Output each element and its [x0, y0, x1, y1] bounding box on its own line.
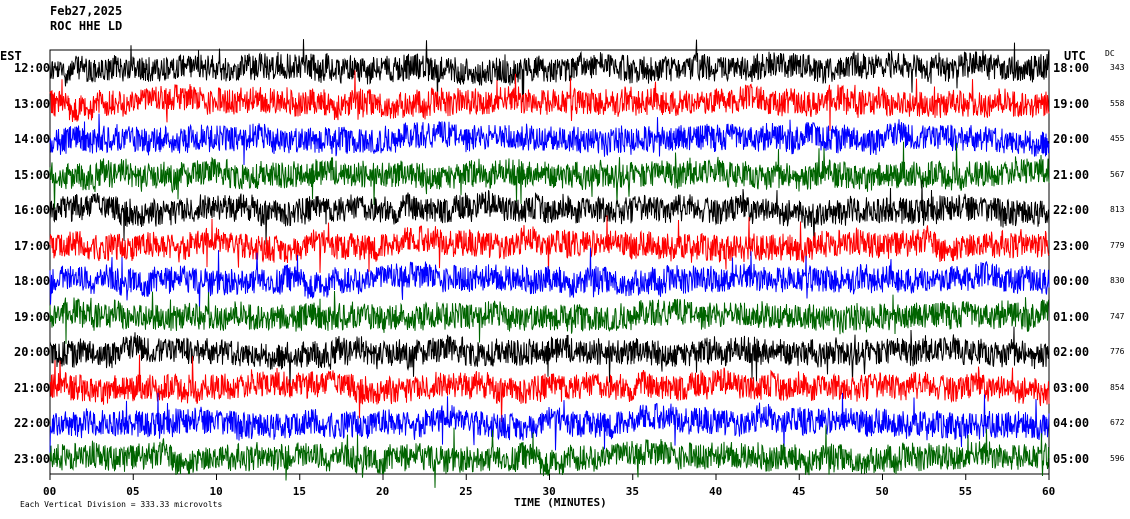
local-time-label: 18:00	[14, 274, 51, 288]
seismic-traces	[49, 39, 1050, 488]
station-label: ROC HHE LD	[50, 19, 123, 33]
dc-offset-label: 747	[1110, 311, 1125, 321]
local-time-label: 23:00	[14, 451, 51, 466]
dc-offset-label: 558	[1110, 98, 1125, 108]
dc-offset-label: 813	[1110, 205, 1125, 214]
dc-offset-label: 567	[1110, 169, 1125, 179]
trace-row-2000	[49, 326, 1050, 388]
x-tick-label: 55	[958, 485, 972, 498]
utc-time-label: 20:00	[1053, 132, 1090, 146]
x-tick-label: 35	[625, 485, 639, 498]
utc-time-label: 02:00	[1053, 345, 1090, 359]
dc-offset-label: 854	[1110, 382, 1125, 392]
dc-offset-label: 672	[1110, 418, 1125, 427]
dc-offset-label: 596	[1110, 453, 1125, 463]
local-time-label: 15:00	[14, 167, 51, 182]
local-time-label: 21:00	[14, 380, 51, 395]
left-timezone-label: EST	[0, 49, 22, 63]
dc-offset-label: 779	[1110, 240, 1125, 250]
dc-offset-label: 455	[1110, 134, 1125, 143]
x-tick-label: 05	[126, 485, 140, 498]
utc-time-label: 19:00	[1053, 96, 1090, 111]
right-timezone-label: UTC	[1064, 49, 1086, 63]
x-axis-label: TIME (MINUTES)	[514, 496, 607, 509]
trace-row-1700	[49, 215, 1050, 277]
utc-time-label: 23:00	[1053, 238, 1090, 253]
trace-row-1500	[49, 141, 1050, 209]
local-time-label: 17:00	[14, 238, 51, 253]
dc-header-label: DC	[1105, 49, 1115, 58]
x-tick-label: 15	[292, 485, 306, 498]
x-tick-label: 00	[43, 485, 57, 498]
dc-offset-label: 343	[1110, 63, 1125, 72]
utc-time-label: 04:00	[1053, 416, 1090, 430]
trace-row-1900	[49, 290, 1050, 344]
x-tick-label: 45	[792, 485, 806, 498]
trace-row-1400	[49, 113, 1050, 166]
local-time-label: 20:00	[14, 345, 51, 359]
x-tick-label: 10	[209, 485, 223, 498]
x-tick-label: 25	[459, 485, 473, 498]
utc-time-label: 22:00	[1053, 203, 1090, 217]
local-time-label: 12:00	[14, 61, 51, 75]
utc-time-label: 00:00	[1053, 274, 1090, 288]
utc-time-label: 05:00	[1053, 451, 1090, 466]
utc-time-label: 21:00	[1053, 167, 1090, 182]
x-tick-label: 60	[1042, 485, 1056, 498]
x-tick-label: 30	[542, 485, 556, 498]
dc-offset-label: 830	[1110, 276, 1125, 285]
x-axis-ticks	[49, 474, 1050, 480]
x-tick-label: 50	[875, 485, 889, 498]
utc-time-label: 03:00	[1053, 380, 1090, 395]
x-tick-label: 20	[376, 485, 390, 498]
date-title: Feb27,2025	[50, 4, 123, 18]
trace-row-2200	[49, 392, 1050, 454]
trace-row-2300	[49, 425, 1050, 488]
local-time-label: 22:00	[14, 416, 51, 430]
local-time-label: 16:00	[14, 203, 51, 217]
trace-row-1300	[49, 70, 1050, 131]
local-time-label: 14:00	[14, 132, 51, 146]
x-tick-label: 40	[709, 485, 723, 498]
utc-time-label: 01:00	[1053, 309, 1090, 324]
local-time-label: 19:00	[14, 309, 51, 324]
trace-row-1800	[49, 247, 1050, 311]
dc-offset-label: 776	[1110, 347, 1125, 356]
trace-row-1200	[49, 39, 1050, 105]
local-time-label: 13:00	[14, 96, 51, 111]
trace-row-2100	[49, 354, 1050, 423]
scale-note: Each Vertical Division = 333.33 microvol…	[20, 500, 223, 509]
utc-time-label: 18:00	[1053, 61, 1090, 75]
trace-row-1600	[49, 179, 1050, 246]
